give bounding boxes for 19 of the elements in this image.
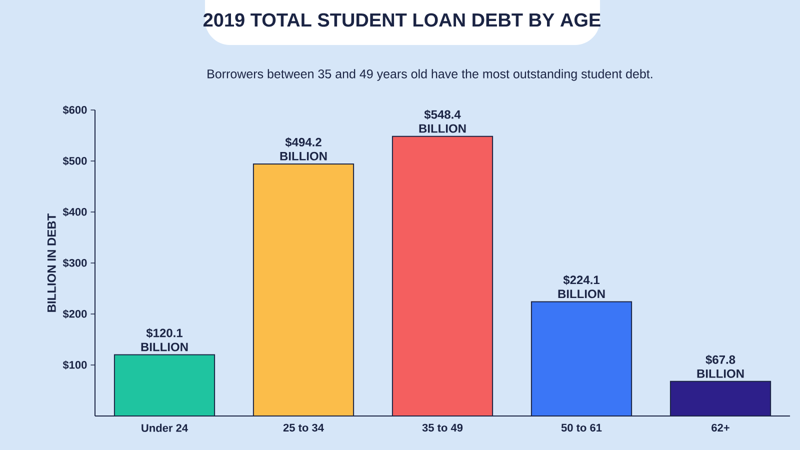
x-tick-label: Under 24 bbox=[142, 424, 188, 432]
y-axis-title: BILLION IN DEBT bbox=[47, 213, 56, 312]
x-tick-label: 62+ bbox=[712, 424, 730, 432]
data-label: $494.2 BILLION bbox=[280, 137, 327, 160]
data-label: $120.1 BILLION bbox=[141, 328, 188, 352]
chart-subtitle: Borrowers between 35 and 49 years old have the most outstanding student debt. bbox=[208, 69, 652, 81]
data-label: $67.8 BILLION bbox=[697, 354, 744, 378]
data-label: $224.1 BILLION bbox=[558, 275, 605, 298]
y-tick-label: $100 bbox=[62, 360, 87, 370]
y-tick-label: $200 bbox=[62, 310, 87, 318]
y-tick-label: $600 bbox=[62, 106, 87, 114]
y-tick-label: $400 bbox=[62, 208, 87, 216]
y-tick-label: $500 bbox=[62, 156, 87, 166]
x-tick-label: 50 to 61 bbox=[561, 424, 602, 432]
data-label: $548.4 BILLION bbox=[419, 110, 466, 133]
x-tick-label: 25 to 34 bbox=[283, 424, 324, 432]
chart-title: 2019 TOTAL STUDENT LOAN DEBT BY AGE bbox=[203, 13, 600, 27]
x-tick-label: 35 to 49 bbox=[422, 424, 463, 432]
y-tick-label: $300 bbox=[62, 258, 87, 268]
